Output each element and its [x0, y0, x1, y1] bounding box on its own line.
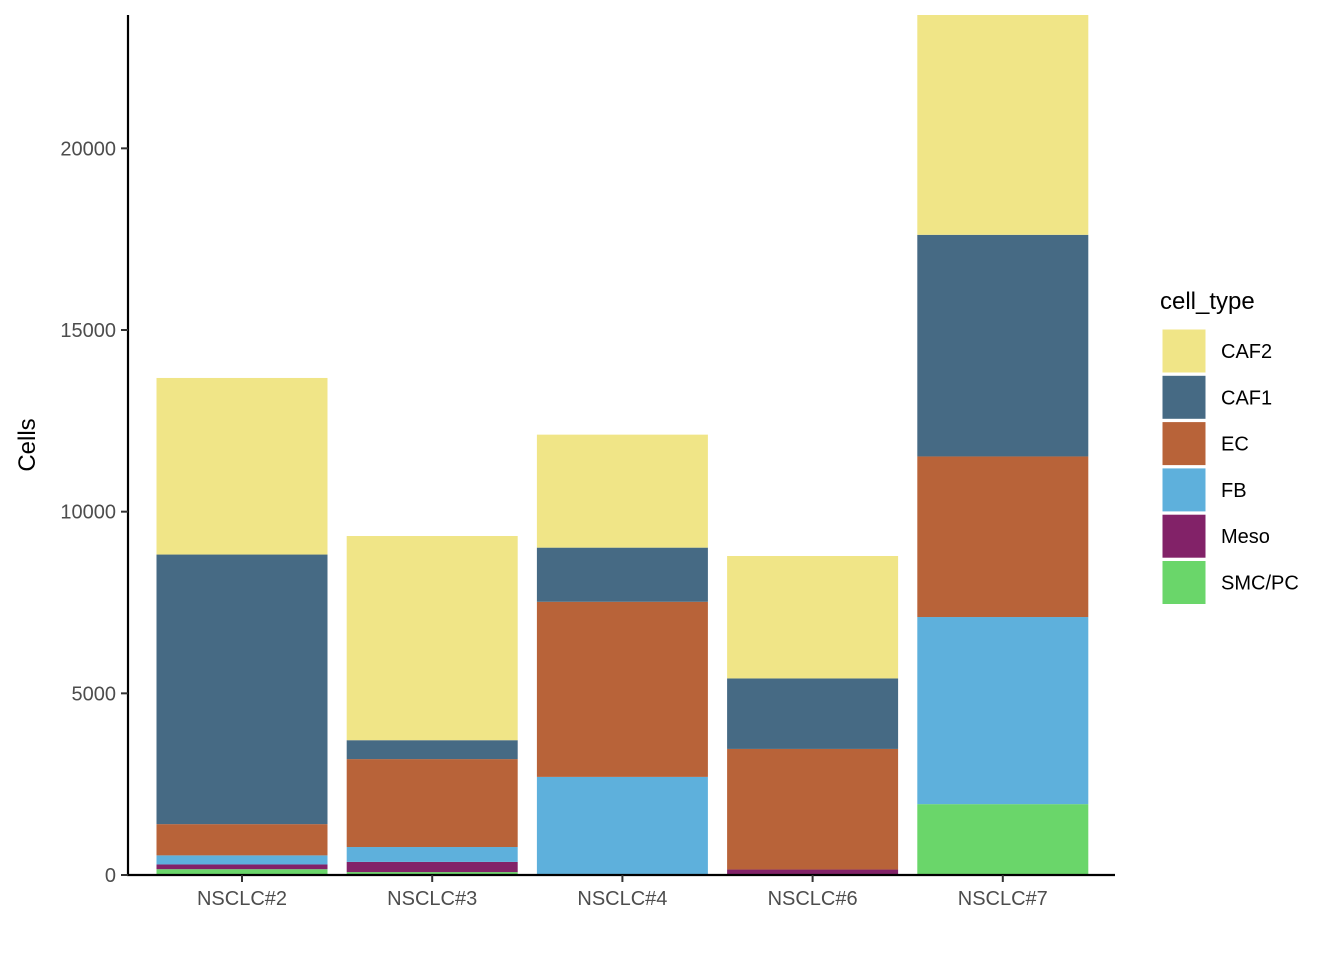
x-tick-label: NSCLC#2	[197, 888, 287, 910]
bar-segment-meso-nsclc6	[727, 869, 899, 875]
bar-segment-smc-pc-nsclc3	[346, 872, 518, 875]
legend-label-smc-pc: SMC/PC	[1221, 573, 1299, 595]
legend-label-fb: FB	[1221, 480, 1247, 502]
legend-label-meso: Meso	[1221, 526, 1270, 548]
bar-segment-smc-pc-nsclc7	[917, 804, 1089, 875]
legend-key-ec	[1161, 421, 1207, 467]
bar-segment-caf2-nsclc4	[536, 434, 708, 548]
axes-layer: 0 5000 10000 15000 20000 NSCLC#2 NSCLC#3 NSCLC#…	[60, 15, 1115, 910]
bar-segment-caf1-nsclc4	[536, 547, 708, 602]
bar-segment-meso-nsclc2	[156, 864, 328, 870]
legend-key-smc-pc	[1161, 560, 1207, 605]
bar-segment-caf1-nsclc7	[917, 234, 1089, 457]
bar-segment-caf2-nsclc2	[156, 377, 328, 555]
x-tick-label: NSCLC#3	[387, 888, 477, 910]
bar-segment-ec-nsclc7	[917, 456, 1089, 618]
legend-key-caf2	[1161, 328, 1207, 374]
bar-segment-fb-nsclc2	[156, 855, 328, 865]
bar-segment-meso-nsclc3	[346, 861, 518, 873]
legend-label-ec: EC	[1221, 434, 1249, 456]
legend: cell_type CAF2 CAF1 EC FB Meso SMC/PC	[1160, 288, 1299, 605]
x-tick-label: NSCLC#6	[768, 888, 858, 910]
bar-segment-ec-nsclc4	[536, 601, 708, 777]
y-tick-label: 0	[105, 865, 116, 887]
bar-segment-caf1-nsclc6	[727, 678, 899, 749]
bar-segment-smc-pc-nsclc2	[156, 869, 328, 875]
y-tick-label: 5000	[72, 683, 117, 705]
y-tick-label: 20000	[60, 138, 116, 160]
bar-segment-caf1-nsclc3	[346, 740, 518, 760]
bar-segment-ec-nsclc2	[156, 824, 328, 856]
bar-segment-caf2-nsclc7	[917, 15, 1089, 235]
bar-segment-ec-nsclc6	[727, 748, 899, 870]
bars-layer	[156, 15, 1089, 875]
legend-label-caf1: CAF1	[1221, 387, 1272, 409]
bar-segment-ec-nsclc3	[346, 759, 518, 848]
legend-title: cell_type	[1160, 288, 1255, 315]
bar-segment-caf2-nsclc3	[346, 536, 518, 741]
y-tick-label: 10000	[60, 502, 116, 524]
bar-segment-caf2-nsclc6	[727, 555, 899, 679]
x-tick-label: NSCLC#4	[577, 888, 667, 910]
y-axis-title: Cells	[14, 418, 41, 471]
bar-segment-fb-nsclc7	[917, 617, 1089, 805]
bar-segment-fb-nsclc4	[536, 776, 708, 875]
bar-segment-fb-nsclc3	[346, 847, 518, 862]
legend-key-caf1	[1161, 374, 1207, 420]
x-tick-label: NSCLC#7	[958, 888, 1048, 910]
legend-label-caf2: CAF2	[1221, 341, 1272, 363]
bar-segment-caf1-nsclc2	[156, 554, 328, 825]
legend-key-fb	[1161, 467, 1207, 513]
legend-key-meso	[1161, 513, 1207, 559]
y-tick-label: 15000	[60, 320, 116, 342]
